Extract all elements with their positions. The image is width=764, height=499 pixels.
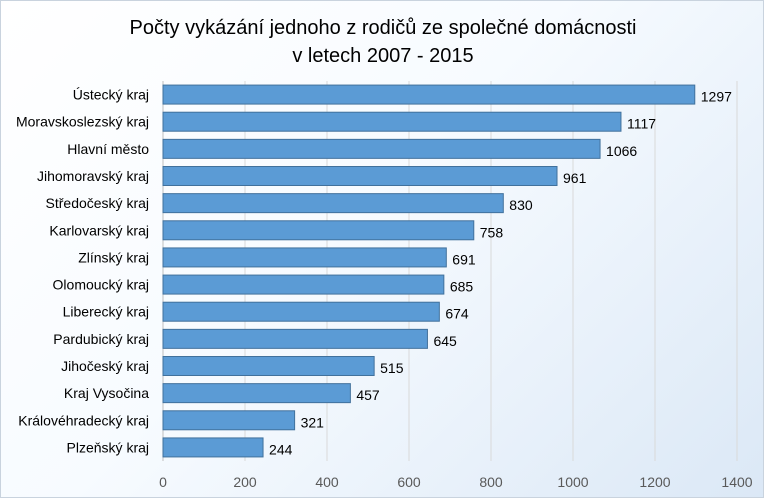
bar [162,383,351,404]
value-label: 321 [301,414,325,430]
category-label: Zlínský kraj [78,249,149,265]
value-label: 830 [509,197,533,213]
value-label: 1297 [701,89,732,105]
bar [162,437,264,458]
category-label: Ústecký kraj [73,87,149,103]
category-label: Jihočeský kraj [61,358,149,374]
category-label: Kraj Vysočina [64,385,149,401]
value-label: 244 [269,441,293,457]
x-tick-label: 200 [233,474,257,490]
category-label: Hlavní město [67,141,149,157]
category-label: Královéhradecký kraj [18,412,149,428]
bar [162,356,375,376]
bar [162,166,558,186]
value-label: 961 [563,170,587,186]
chart-title-line-2: v letech 2007 - 2015 [292,45,474,67]
bar [162,84,696,105]
bar [162,220,475,241]
category-label: Moravskoslezský kraj [16,114,149,130]
value-label: 685 [450,279,474,295]
chart-title-line-1: Počty vykázání jednoho z rodičů ze spole… [129,17,637,39]
category-label: Jihomoravský kraj [37,168,149,184]
bar [162,247,447,268]
x-tick-label: 1200 [639,474,670,490]
x-tick-label: 800 [479,474,503,490]
x-tick-label: 1400 [721,474,752,490]
value-label: 515 [380,360,404,376]
value-label: 645 [433,333,457,349]
value-label: 691 [452,251,476,267]
bar [162,111,622,132]
bar [162,138,601,159]
bar [162,274,445,295]
x-tick-label: 1000 [557,474,588,490]
x-tick-label: 600 [397,474,421,490]
bar [162,193,504,214]
category-label: Karlovarský kraj [49,222,149,238]
category-label: Olomoucký kraj [53,277,149,293]
category-label: Středočeský kraj [46,195,149,211]
category-label: Plzeňský kraj [67,439,149,455]
category-label: Liberecký kraj [63,304,149,320]
x-tick-label: 400 [315,474,339,490]
value-label: 457 [356,387,380,403]
bar [162,328,428,349]
value-label: 674 [445,306,469,322]
x-tick-label: 0 [159,474,167,490]
category-label: Pardubický kraj [53,331,149,347]
value-label: 758 [480,224,504,240]
bar [162,301,440,322]
bar [162,410,296,431]
value-label: 1066 [606,143,637,159]
value-label: 1117 [627,116,656,132]
